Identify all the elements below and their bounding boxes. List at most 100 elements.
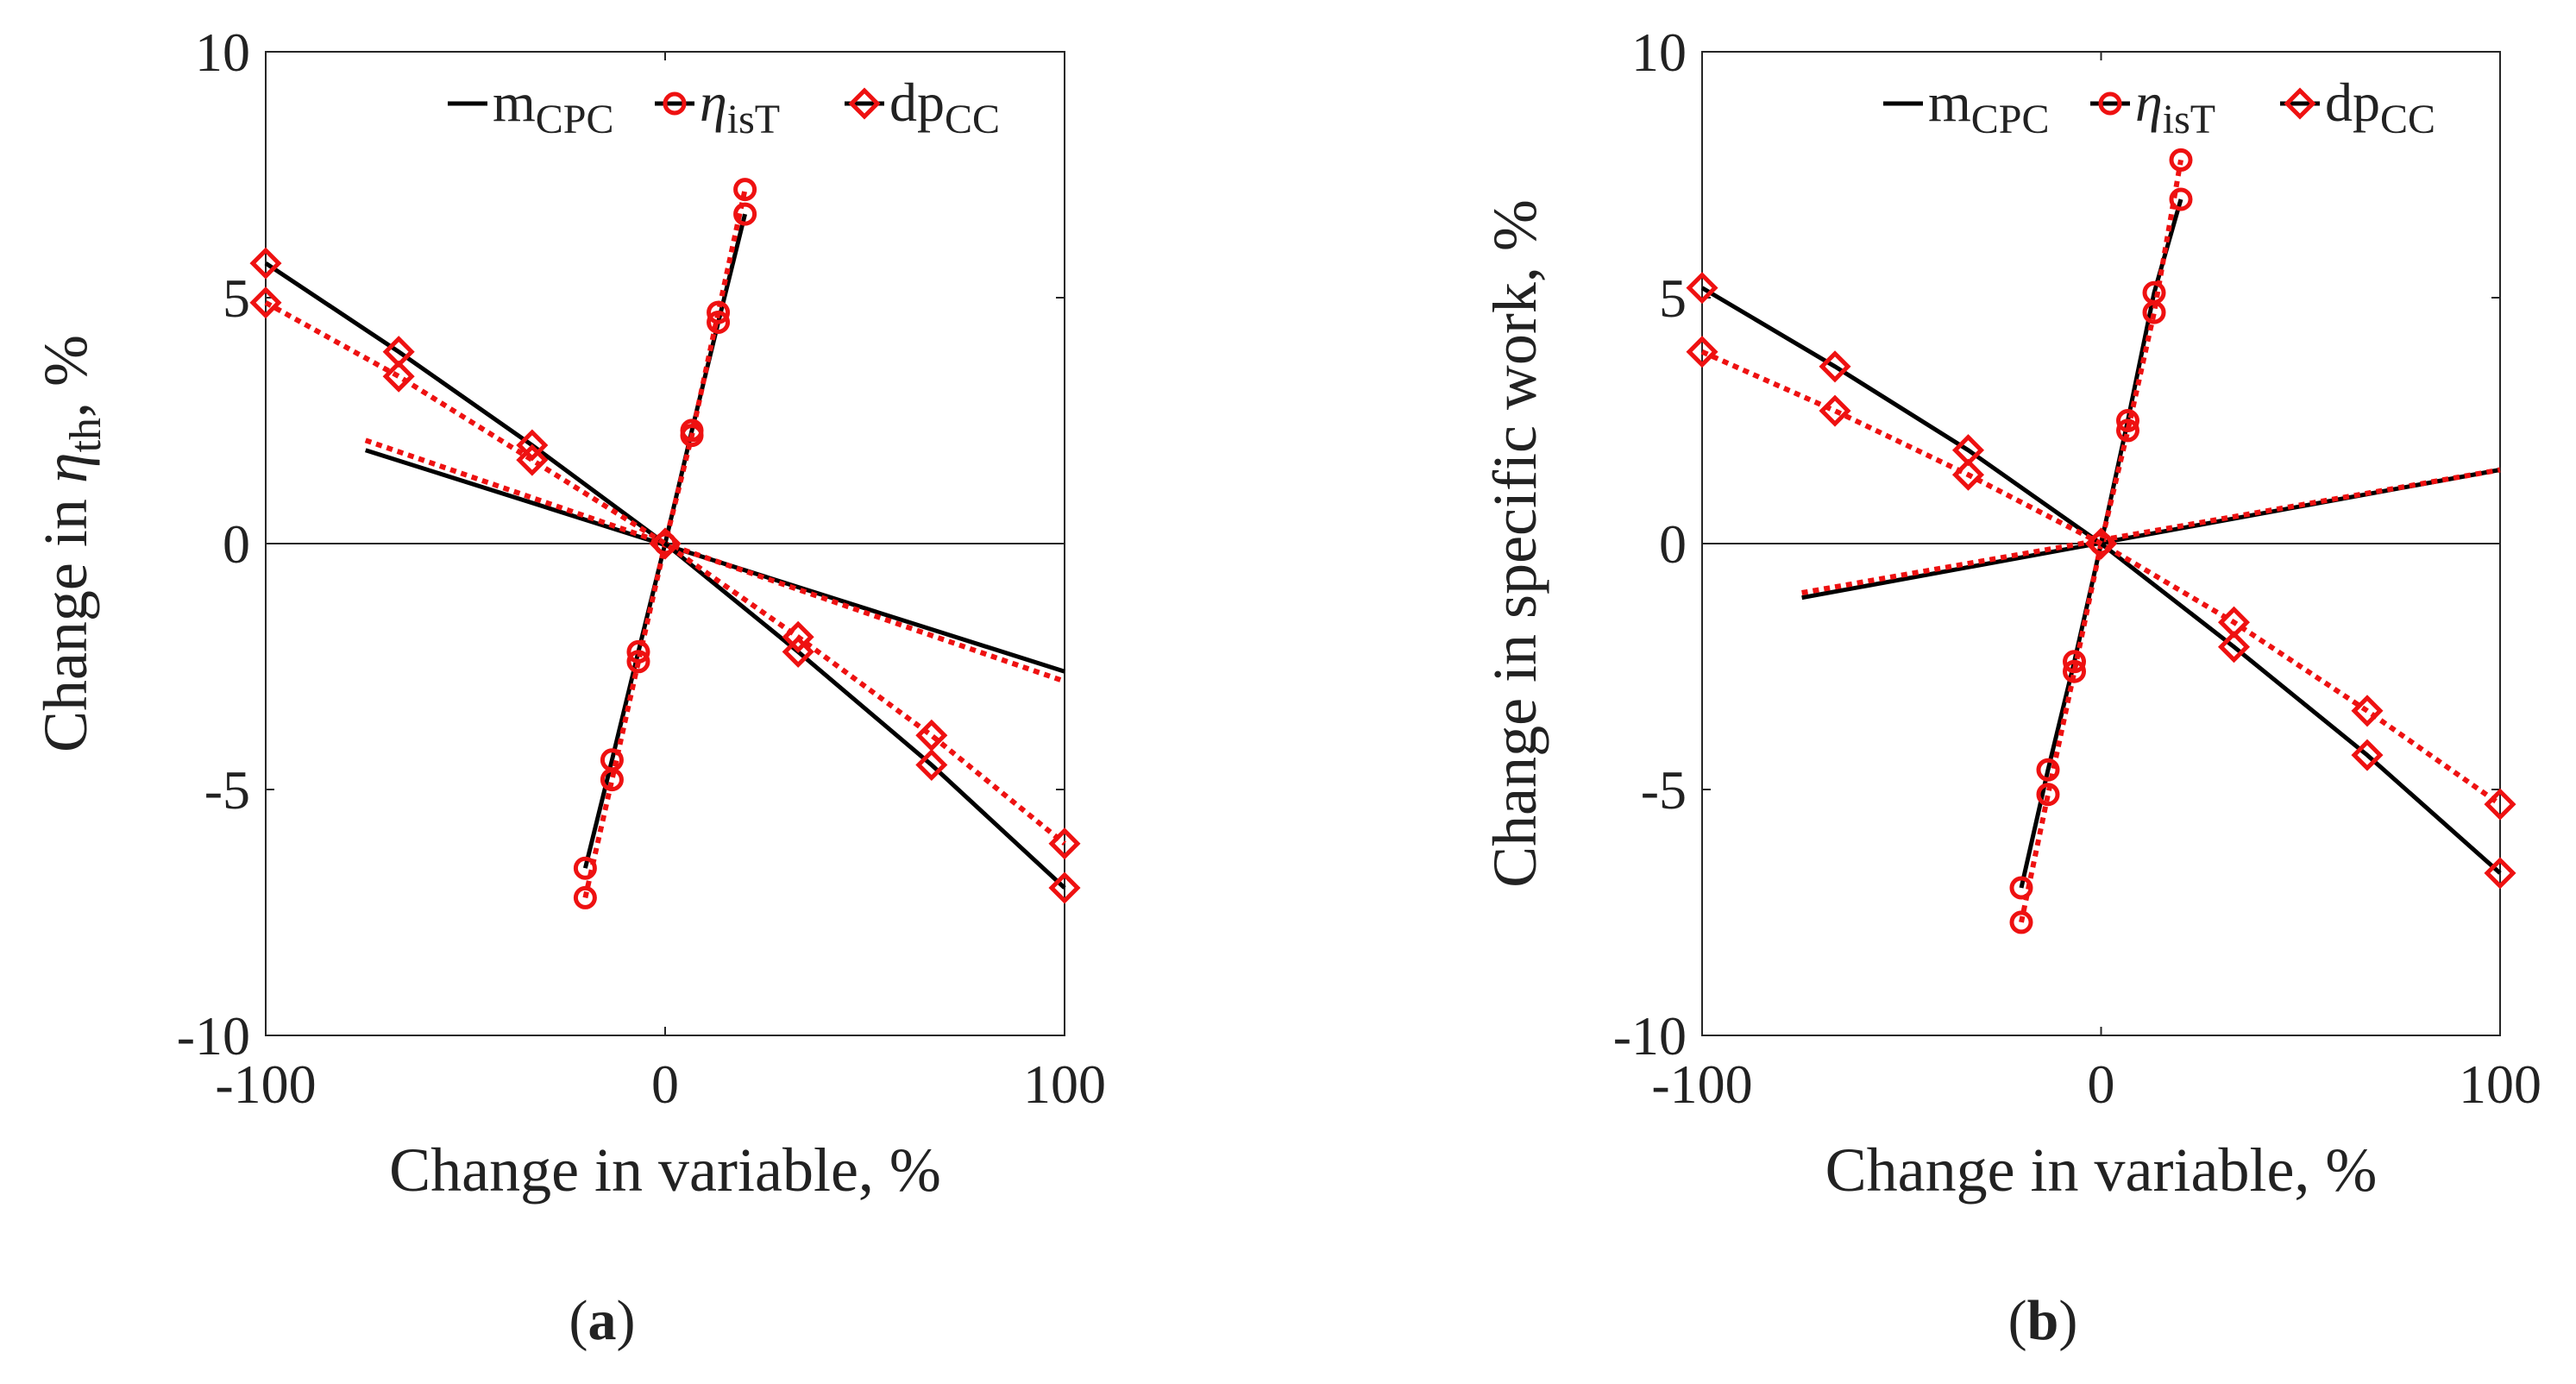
y-tick-label: -10 <box>177 1005 250 1066</box>
legend-marker <box>848 87 881 120</box>
x-axis-label: Change in variable, % <box>389 1136 941 1205</box>
data-point <box>2484 788 2516 821</box>
legend-label: dpCC <box>2325 72 2435 142</box>
data-point <box>600 768 624 792</box>
data-point <box>1686 272 1718 305</box>
data-point <box>707 311 731 334</box>
y-axis-label: Change in ηth, % <box>31 335 110 752</box>
caption-paren: ( <box>2008 1289 2027 1352</box>
data-point <box>249 247 282 280</box>
caption-paren: ( <box>569 1289 588 1352</box>
panel-caption: (b) <box>2008 1289 2078 1352</box>
legend-label-base: m <box>1928 72 1971 133</box>
series-line <box>264 261 1066 890</box>
data-point <box>2036 758 2060 782</box>
caption-paren: ) <box>2058 1289 2077 1352</box>
legend-label-subscript: CPC <box>1971 97 2050 142</box>
x-tick-label: 0 <box>2088 1054 2115 1115</box>
series-line <box>1700 349 2502 807</box>
series-line <box>1801 467 2501 595</box>
caption-letter: a <box>588 1289 617 1352</box>
captions: (a) (b) <box>569 1289 2078 1352</box>
y-tick-label: -5 <box>1641 759 1687 821</box>
y-tick-label: -5 <box>204 759 250 821</box>
x-tick-label: 0 <box>651 1054 679 1115</box>
data-point <box>2142 300 2166 324</box>
y-tick-label: 10 <box>1631 22 1687 83</box>
data-point <box>573 856 597 880</box>
legend-label-base: m <box>493 72 536 133</box>
data-point <box>782 620 814 653</box>
legend-entry: dpCC <box>845 72 1000 142</box>
y-axis-label-subscript: th <box>61 418 110 452</box>
x-tick-label: -100 <box>215 1054 316 1115</box>
legend-label-subscript: isT <box>2163 97 2215 142</box>
data-point <box>2009 910 2033 934</box>
data-point <box>2169 148 2193 172</box>
data-point <box>680 424 704 448</box>
data-point <box>2351 739 2384 771</box>
panel-b: -100 0 100 -10 -5 0 5 10 Change in variable, % Ch… <box>1480 22 2541 1205</box>
data-point <box>2115 418 2139 443</box>
y-tick-label: -10 <box>1613 1005 1687 1066</box>
data-point <box>382 360 415 393</box>
legend-label-base: dp <box>2325 72 2380 133</box>
data-point <box>626 639 650 664</box>
panel-caption: (a) <box>569 1289 636 1352</box>
data-point <box>2217 631 2251 664</box>
legend-marker <box>2098 91 2122 116</box>
data-point <box>626 650 650 674</box>
data-point <box>2351 695 2384 727</box>
data-point <box>2063 659 2087 683</box>
legend-label-subscript: CPC <box>536 97 614 142</box>
legend-entry: ηisT <box>655 72 780 142</box>
x-tick-label: -100 <box>1651 1054 1752 1115</box>
data-point <box>1048 827 1081 860</box>
data-point <box>1951 458 1985 491</box>
data-point <box>573 885 597 909</box>
y-tick-label: 0 <box>1659 513 1687 575</box>
y-tick-label: 10 <box>195 22 250 83</box>
legend-label-subscript: CC <box>945 97 1000 142</box>
data-point <box>2084 527 2118 560</box>
data-point <box>733 202 757 226</box>
legend-marker <box>2284 87 2316 120</box>
x-axis-label: Change in variable, % <box>1825 1136 2378 1205</box>
y-axis-label-suffix: , % <box>31 335 100 418</box>
caption-paren: ) <box>617 1289 636 1352</box>
legend-entry: ηisT <box>2090 72 2215 142</box>
caption-letter: b <box>2027 1289 2059 1352</box>
data-point <box>2036 783 2060 807</box>
data-point <box>2217 606 2251 639</box>
x-tick-label: 100 <box>2459 1054 2541 1115</box>
data-point <box>707 300 731 324</box>
legend-label-subscript: CC <box>2380 97 2435 142</box>
data-point <box>2063 650 2087 674</box>
data-point <box>249 286 282 319</box>
data-point <box>915 719 948 752</box>
data-point <box>653 532 677 556</box>
legend-label-base: η <box>700 72 727 133</box>
y-tick-label: 5 <box>1659 267 1687 329</box>
data-point <box>649 527 682 560</box>
series-line <box>364 448 1065 674</box>
data-point <box>2089 532 2113 556</box>
y-axis-label-text: Change in specific work, % <box>1480 199 1549 888</box>
data-point <box>1819 394 1851 427</box>
legend-label: mCPC <box>493 72 614 142</box>
legend-label: ηisT <box>700 72 780 142</box>
x-tick-label: 100 <box>1023 1054 1106 1115</box>
y-tick-label: 5 <box>223 267 250 329</box>
legend-entry: dpCC <box>2280 72 2435 142</box>
data-point <box>516 429 549 462</box>
legend-label: ηisT <box>2135 72 2215 142</box>
data-point <box>1686 336 1718 368</box>
data-point <box>2484 857 2516 890</box>
data-point <box>2169 187 2193 211</box>
panel-a: -100 0 100 -10 -5 0 5 10 Change in variable, % Ch… <box>31 22 1106 1205</box>
y-axis-label-symbol: η <box>31 452 100 483</box>
legend-entry: mCPC <box>1883 72 2050 142</box>
y-axis-label-text: Change in <box>31 483 100 752</box>
